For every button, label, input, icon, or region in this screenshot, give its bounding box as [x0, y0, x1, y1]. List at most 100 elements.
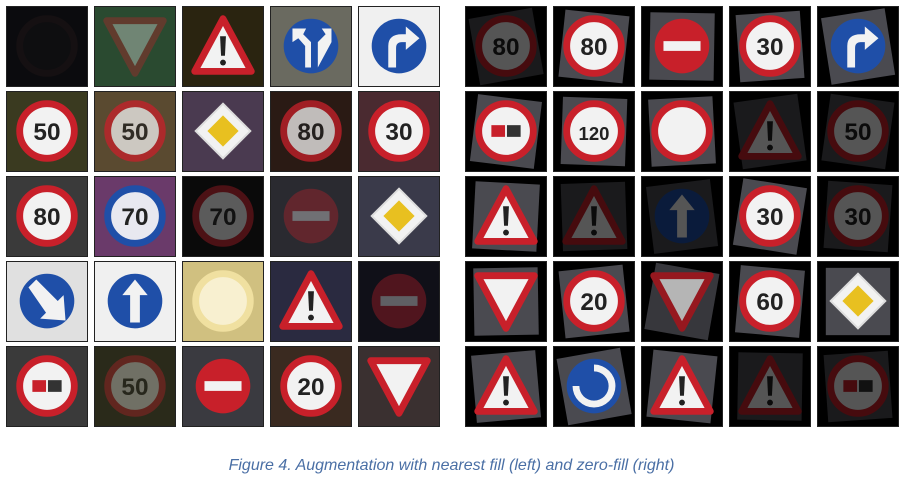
sign-thumbnail: 30: [729, 176, 811, 257]
axis-tick: [817, 27, 818, 28]
axis-tick: [817, 407, 818, 408]
axis-tick: [729, 197, 730, 198]
sign-image: 30: [732, 178, 807, 255]
axis-tick: [641, 407, 642, 408]
axis-tick: [6, 112, 7, 113]
sign-image: 50: [16, 100, 78, 162]
sign-image: 70: [192, 185, 254, 247]
sign-thumbnail: [553, 346, 635, 427]
sign-thumbnail: [270, 6, 352, 87]
axis-tick: [553, 407, 554, 408]
axis-tick: [94, 152, 95, 153]
sign-image: [560, 181, 628, 252]
axis-tick: [182, 407, 183, 408]
sign-image: 30: [368, 100, 430, 162]
sign-thumbnail: 20: [553, 261, 635, 342]
axis-tick: [729, 67, 730, 68]
sign-image: [472, 181, 540, 252]
sign-thumbnail: 50: [817, 91, 899, 172]
axis-tick: [553, 322, 554, 323]
axis-tick: [465, 152, 466, 153]
axis-tick: [358, 367, 359, 368]
speed-limit-label: 30: [756, 34, 783, 61]
axis-tick: [729, 282, 730, 283]
sign-image: [192, 270, 254, 332]
sign-image: 80: [468, 7, 544, 86]
sign-thumbnail: [465, 346, 547, 427]
sign-image: [737, 352, 803, 421]
axis-tick: [729, 112, 730, 113]
axis-tick: [553, 237, 554, 238]
axis-tick: [465, 67, 466, 68]
axis-tick: [817, 197, 818, 198]
speed-limit-label: 70: [121, 204, 148, 231]
axis-tick: [358, 27, 359, 28]
axis-tick: [6, 27, 7, 28]
sign-image: [103, 17, 167, 77]
axis-tick: [729, 407, 730, 408]
speed-limit-label: 70: [209, 204, 236, 231]
sign-image: [19, 273, 75, 329]
speed-limit-label: 20: [297, 374, 324, 401]
axis-tick: [553, 367, 554, 368]
axis-tick: [94, 322, 95, 323]
sign-thumbnail: [465, 261, 547, 342]
axis-tick: [817, 112, 818, 113]
sign-thumbnail: 70: [94, 176, 176, 257]
sign-thumbnail: 50: [94, 91, 176, 172]
axis-tick: [358, 237, 359, 238]
sign-thumbnail: [729, 346, 811, 427]
axis-tick: [358, 67, 359, 68]
sign-image: [279, 270, 343, 330]
axis-tick: [729, 322, 730, 323]
axis-tick: [641, 237, 642, 238]
axis-tick: [270, 282, 271, 283]
sign-thumbnail: [182, 91, 264, 172]
axis-tick: [553, 282, 554, 283]
axis-tick: [729, 152, 730, 153]
axis-tick: [270, 112, 271, 113]
axis-tick: [94, 197, 95, 198]
speed-limit-label: 80: [492, 34, 519, 61]
zero-fill-grid: 80 80 30 120 50 30 30 20 60: [465, 6, 899, 427]
sign-image: 50: [104, 100, 166, 162]
speed-limit-label: 80: [297, 119, 324, 146]
axis-tick: [6, 322, 7, 323]
axis-tick: [641, 322, 642, 323]
axis-tick: [270, 152, 271, 153]
sign-thumbnail: [641, 261, 723, 342]
sign-thumbnail: [817, 346, 899, 427]
axis-tick: [817, 67, 818, 68]
sign-thumbnail: [465, 176, 547, 257]
speed-limit-label: 50: [121, 119, 148, 146]
axis-tick: [358, 407, 359, 408]
sign-thumbnail: [358, 6, 440, 87]
sign-thumbnail: [358, 346, 440, 427]
sign-image: [648, 96, 716, 167]
axis-tick: [817, 322, 818, 323]
sign-thumbnail: [817, 6, 899, 87]
axis-tick: [465, 237, 466, 238]
sign-thumbnail: 30: [817, 176, 899, 257]
axis-tick: [182, 152, 183, 153]
sign-image: [283, 18, 339, 74]
axis-tick: [817, 282, 818, 283]
speed-limit-label: 80: [33, 204, 60, 231]
speed-limit-label: 120: [579, 123, 610, 144]
sign-thumbnail: [182, 261, 264, 342]
axis-tick: [270, 367, 271, 368]
axis-tick: [182, 282, 183, 283]
speed-limit-label: 30: [844, 204, 871, 231]
sign-thumbnail: [6, 6, 88, 87]
axis-tick: [358, 282, 359, 283]
sign-thumbnail: [729, 91, 811, 172]
sign-thumbnail: 80: [553, 6, 635, 87]
sign-thumbnail: 50: [94, 346, 176, 427]
speed-limit-label: 50: [121, 374, 148, 401]
speed-limit-label: 20: [580, 289, 607, 316]
axis-tick: [729, 27, 730, 28]
sign-image: 80: [280, 100, 342, 162]
image-grid-right: 80 80 30 120 50 30 30 20 60: [465, 6, 899, 427]
axis-tick: [358, 112, 359, 113]
axis-tick: [465, 367, 466, 368]
